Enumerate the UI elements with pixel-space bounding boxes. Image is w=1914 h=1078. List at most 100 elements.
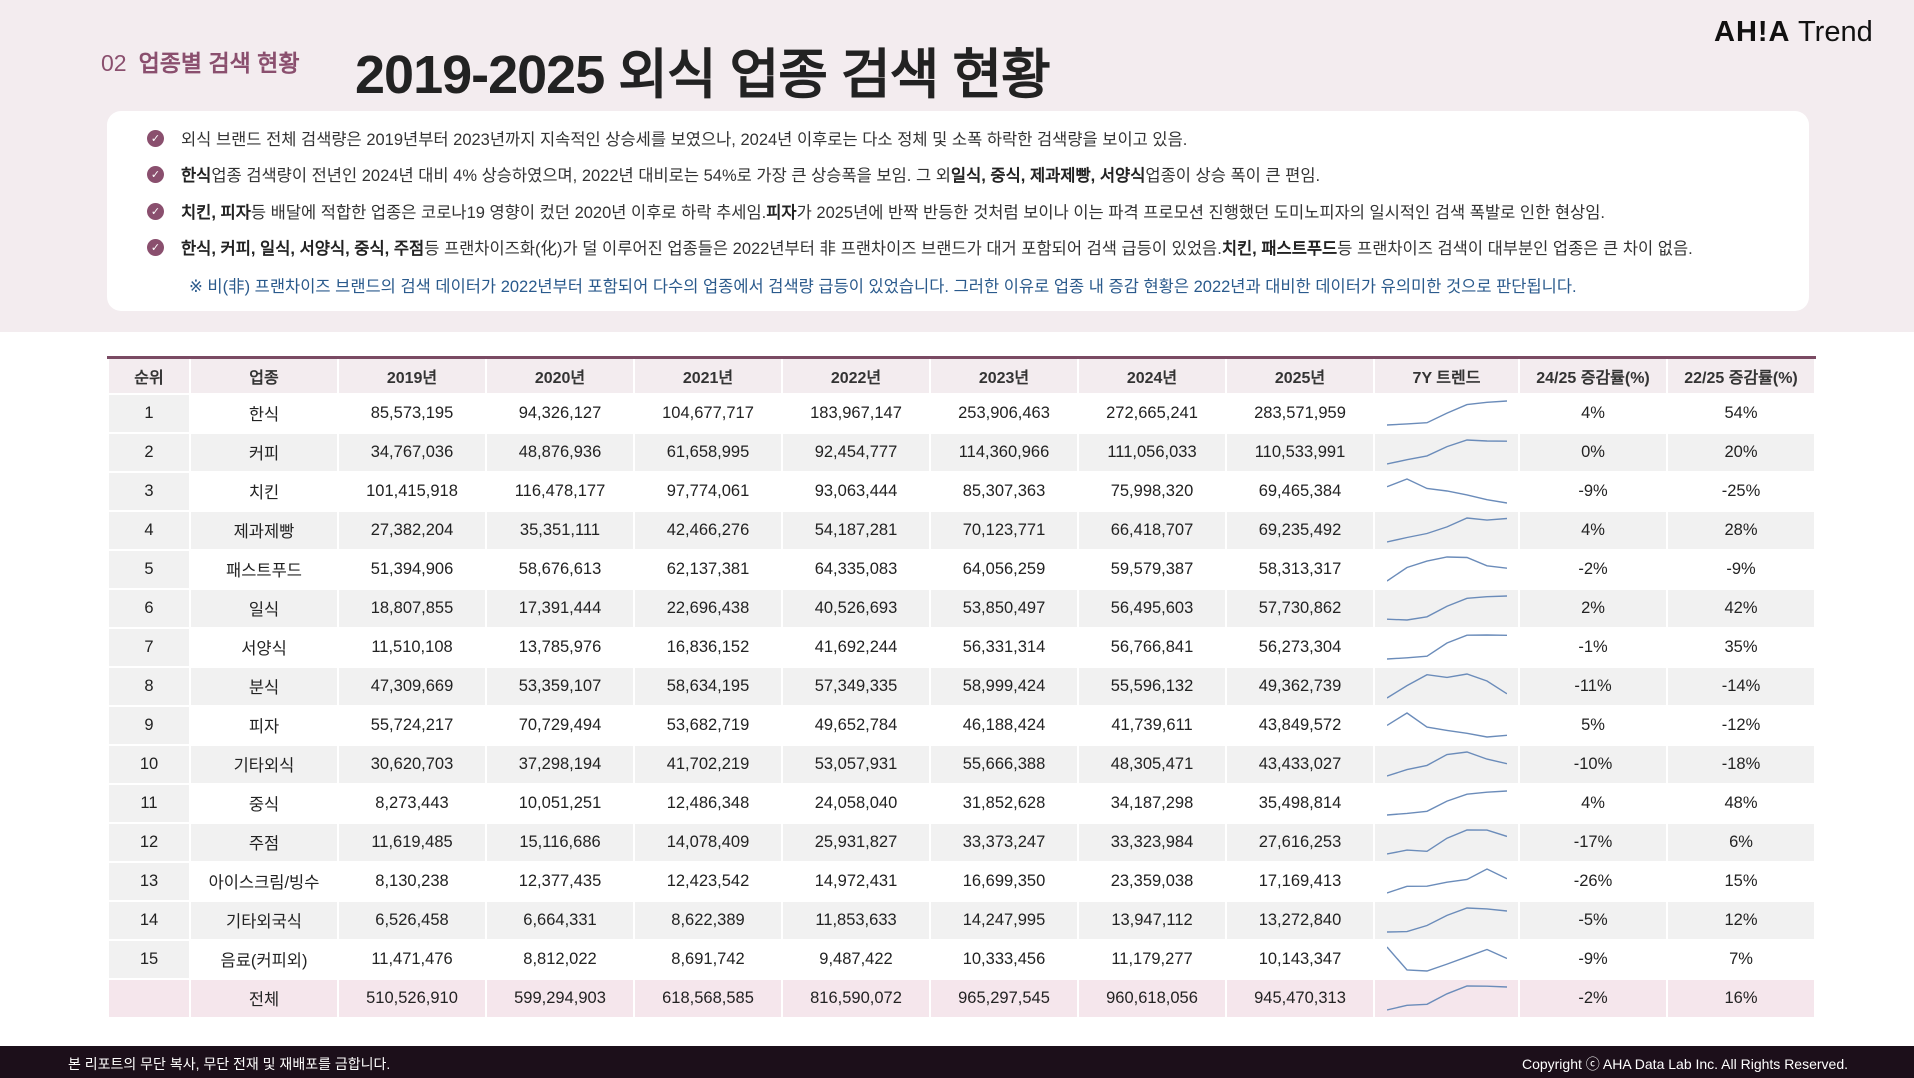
rank-cell: 11 [107,783,191,824]
value-cell: 93,063,444 [781,471,931,512]
rank-cell: 7 [107,627,191,668]
value-cell: 116,478,177 [485,471,635,512]
trend-cell [1373,900,1520,941]
value-cell: 49,652,784 [781,705,931,746]
value-cell: 11,853,633 [781,900,931,941]
value-cell: 56,331,314 [929,627,1079,668]
sparkline [1386,829,1507,855]
value-cell: 510,526,910 [337,978,487,1019]
search-table: 순위 업종 2019년 2020년 2021년 2022년 2023년 2024년 2025년 7… [107,356,1816,1019]
value-cell: 55,724,217 [337,705,487,746]
value-cell: 53,359,107 [485,666,635,707]
value-cell: 101,415,918 [337,471,487,512]
bullet-text: 등 프랜차이즈 검색이 대부분인 업종은 큰 차이 없음. [1337,240,1693,258]
sparkline [1386,946,1507,972]
value-cell: 17,169,413 [1225,861,1375,902]
trend-cell [1373,978,1520,1019]
value-cell: 48,305,471 [1077,744,1227,785]
category-cell: 커피 [189,432,339,473]
value-cell: 9,487,422 [781,939,931,980]
value-cell: 618,568,585 [633,978,783,1019]
table-row: 7 서양식 11,510,108 13,785,976 16,836,152 41,692… [107,627,1816,668]
sparkline-line [1386,868,1507,894]
summary-bullet: ✓ 한식 업종 검색량이 전년인 2024년 대비 4% 상승하였으며, 2022… [147,162,1320,186]
value-cell: 31,852,628 [929,783,1079,824]
value-cell: 111,056,033 [1077,432,1227,473]
bold-text: 한식, 커피, 일식, 서양식, 중식, 주점 [181,240,425,258]
change-22-25-cell: 12% [1666,900,1816,941]
bold-text: 한식 [181,167,212,185]
rank-cell: 15 [107,939,191,980]
rank-cell: 14 [107,900,191,941]
bold-text: 피자 [766,204,797,222]
value-cell: 34,187,298 [1077,783,1227,824]
value-cell: 8,273,443 [337,783,487,824]
sparkline-line [1386,478,1507,504]
category-cell: 전체 [189,978,339,1019]
sparkline-line [1386,829,1507,855]
table-row: 13 아이스크림/빙수 8,130,238 12,377,435 12,423,542 1… [107,861,1816,902]
value-cell: 34,767,036 [337,432,487,473]
change-22-25-cell: 35% [1666,627,1816,668]
change-22-25-cell: 48% [1666,783,1816,824]
change-24-25-cell: -2% [1518,978,1668,1019]
value-cell: 14,247,995 [929,900,1079,941]
value-cell: 27,616,253 [1225,822,1375,863]
summary-box: ※ 비(非) 프랜차이즈 브랜드의 검색 데이터가 2022년부터 포함되어 다… [107,111,1809,311]
trend-cell [1373,627,1520,668]
value-cell: 13,272,840 [1225,900,1375,941]
rank-cell: 3 [107,471,191,512]
value-cell: 85,307,363 [929,471,1079,512]
value-cell: 94,326,127 [485,393,635,434]
bullet-text: 업종이 상승 폭이 큰 편임. [1145,167,1321,185]
table-row: 5 패스트푸드 51,394,906 58,676,613 62,137,381 64,3… [107,549,1816,590]
rank-cell: 4 [107,510,191,551]
change-22-25-cell: 28% [1666,510,1816,551]
category-cell: 패스트푸드 [189,549,339,590]
change-22-25-cell: -25% [1666,471,1816,512]
value-cell: 12,423,542 [633,861,783,902]
value-cell: 62,137,381 [633,549,783,590]
column-header: 순위 [107,357,191,395]
change-22-25-cell: -12% [1666,705,1816,746]
check-circle-icon: ✓ [147,202,164,220]
sparkline [1386,517,1507,543]
category-cell: 한식 [189,393,339,434]
table-row: 1 한식 85,573,195 94,326,127 104,677,717 183,96… [107,393,1816,434]
rank-cell: 9 [107,705,191,746]
sparkline [1386,712,1507,738]
change-22-25-cell: 7% [1666,939,1816,980]
change-24-25-cell: -5% [1518,900,1668,941]
value-cell: 17,391,444 [485,588,635,629]
column-header: 2020년 [485,357,635,395]
sparkline-line [1386,556,1507,582]
change-22-25-cell: 20% [1666,432,1816,473]
value-cell: 283,571,959 [1225,393,1375,434]
value-cell: 8,130,238 [337,861,487,902]
rank-cell: 12 [107,822,191,863]
table-row: 10 기타외식 30,620,703 37,298,194 41,702,219 53,0… [107,744,1816,785]
sparkline [1386,478,1507,504]
value-cell: 85,573,195 [337,393,487,434]
bold-text: 치킨, 패스트푸드 [1221,240,1338,258]
sparkline [1386,400,1507,426]
value-cell: 37,298,194 [485,744,635,785]
sparkline [1386,868,1507,894]
rank-cell: 1 [107,393,191,434]
sparkline [1386,673,1507,699]
value-cell: 22,696,438 [633,588,783,629]
sparkline [1386,556,1507,582]
value-cell: 35,351,111 [485,510,635,551]
summary-bullet: ✓ 한식, 커피, 일식, 서양식, 중식, 주점 등 프랜차이즈화(化)가 덜 … [147,235,1693,259]
rank-cell: 8 [107,666,191,707]
change-24-25-cell: -11% [1518,666,1668,707]
sparkline-line [1386,907,1507,933]
sparkline-line [1386,712,1507,738]
value-cell: 69,235,492 [1225,510,1375,551]
change-24-25-cell: -10% [1518,744,1668,785]
sparkline-line [1386,673,1507,699]
sparkline-line [1386,751,1507,777]
value-cell: 41,692,244 [781,627,931,668]
value-cell: 58,999,424 [929,666,1079,707]
value-cell: 56,273,304 [1225,627,1375,668]
